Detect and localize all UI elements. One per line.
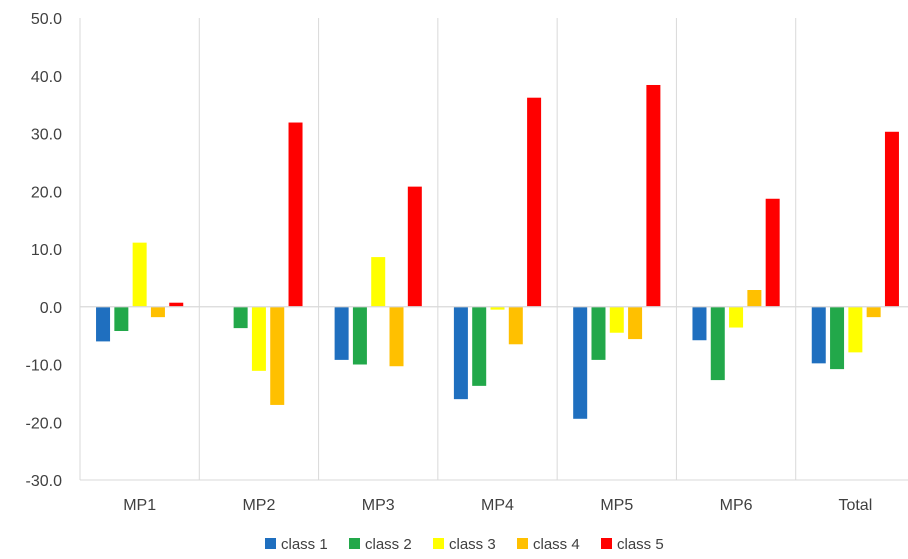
bar-class-1-mp4 (453, 306, 468, 400)
legend-label: class 4 (533, 536, 580, 553)
bar-class-1-mp6 (692, 306, 707, 341)
category-label: MP5 (600, 497, 633, 514)
legend-label: class 2 (365, 536, 412, 553)
bar-class-5-total (884, 131, 899, 307)
bar-class-1-mp5 (573, 306, 588, 419)
legend-label: class 3 (449, 536, 496, 553)
bar-class-5-mp6 (765, 198, 780, 307)
bar-class-4-total (866, 306, 881, 318)
y-tick-label: 30.0 (31, 127, 62, 144)
bar-class-2-mp4 (472, 306, 487, 386)
bar-class-4-mp2 (270, 306, 285, 405)
bar-class-2-mp6 (710, 306, 725, 381)
category-label: MP1 (123, 497, 156, 514)
bar-class-2-mp1 (114, 306, 129, 332)
legend-swatch (433, 538, 444, 549)
bar-class-4-mp4 (508, 306, 523, 345)
bar-class-4-mp5 (628, 306, 643, 340)
legend-swatch (349, 538, 360, 549)
bar-class-3-mp2 (251, 306, 266, 371)
bar-class-5-mp1 (169, 302, 184, 307)
legend-label: class 5 (617, 536, 664, 553)
bar-class-2-mp2 (233, 306, 248, 329)
bar-class-5-mp5 (646, 84, 661, 307)
category-label: MP6 (720, 497, 753, 514)
grid-lines (79, 18, 797, 480)
bar-class-3-total (848, 306, 863, 353)
bar-class-4-mp1 (150, 306, 165, 318)
bar-class-2-mp5 (591, 306, 606, 360)
bar-class-2-total (830, 306, 845, 370)
bar-class-5-mp3 (407, 186, 422, 307)
bar-class-3-mp5 (609, 306, 624, 333)
legend: class 1 class 2 class 3 class 4 class 5 (265, 536, 664, 553)
bar-class-4-mp3 (389, 306, 404, 367)
legend-swatch (517, 538, 528, 549)
x-axis: MP1 MP2 MP3 MP4 MP5 MP6 Total (80, 306, 908, 514)
bar-class-4-mp6 (747, 290, 762, 307)
bar-class-2-mp3 (352, 306, 367, 365)
bar-class-3-mp1 (132, 242, 147, 307)
category-label: MP4 (481, 497, 514, 514)
category-label: MP3 (362, 497, 395, 514)
bars (96, 84, 899, 419)
bar-class-1-mp1 (96, 306, 111, 342)
y-tick-label: 20.0 (31, 184, 62, 201)
y-tick-label: -20.0 (26, 415, 63, 432)
y-axis: 50.0 40.0 30.0 20.0 10.0 0.0 -10.0 -20.0 -30.0 (26, 11, 63, 490)
bar-class-3-mp6 (729, 306, 744, 328)
bar-class-5-mp2 (288, 122, 303, 307)
legend-swatch (601, 538, 612, 549)
y-tick-label: -30.0 (26, 473, 63, 490)
legend-label: class 1 (281, 536, 328, 553)
y-tick-label: 10.0 (31, 242, 62, 259)
bar-class-1-mp3 (334, 306, 349, 360)
y-tick-label: 50.0 (31, 11, 62, 28)
y-tick-label: -10.0 (26, 358, 63, 375)
bar-class-5-mp4 (527, 97, 542, 307)
y-tick-label: 0.0 (40, 300, 62, 317)
legend-swatch (265, 538, 276, 549)
bar-class-3-mp4 (490, 306, 505, 310)
bar-class-3-mp3 (371, 257, 386, 307)
bar-class-1-total (811, 306, 826, 364)
y-tick-label: 40.0 (31, 69, 62, 86)
category-label: MP2 (242, 497, 275, 514)
category-label: Total (838, 497, 872, 514)
